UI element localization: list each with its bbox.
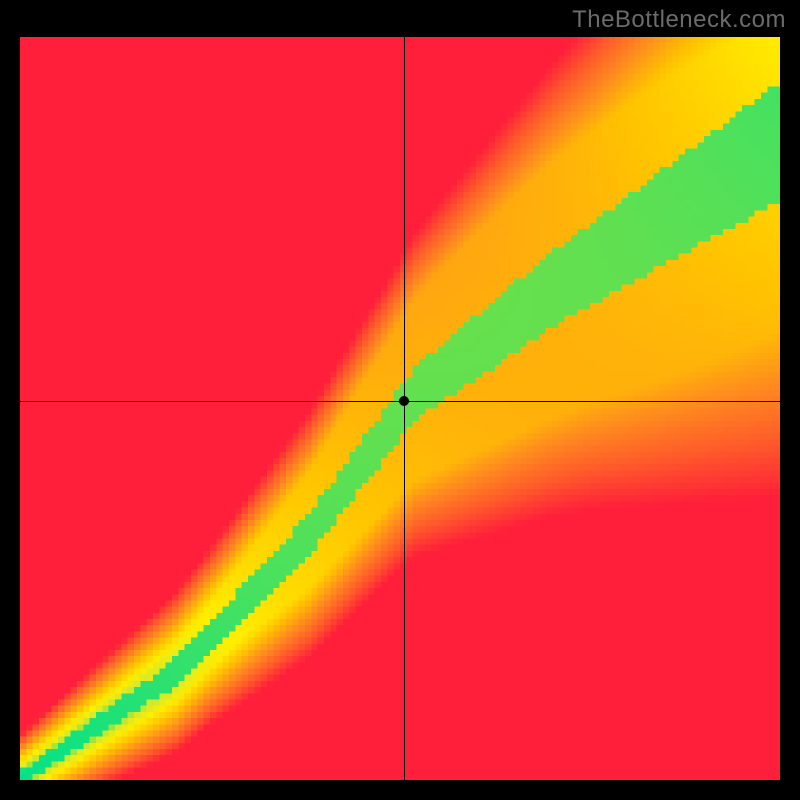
plot-area — [20, 37, 780, 780]
crosshair-marker — [399, 396, 409, 406]
bottleneck-heatmap — [20, 37, 780, 780]
watermark-text: TheBottleneck.com — [572, 6, 786, 34]
crosshair-vertical — [404, 37, 405, 780]
